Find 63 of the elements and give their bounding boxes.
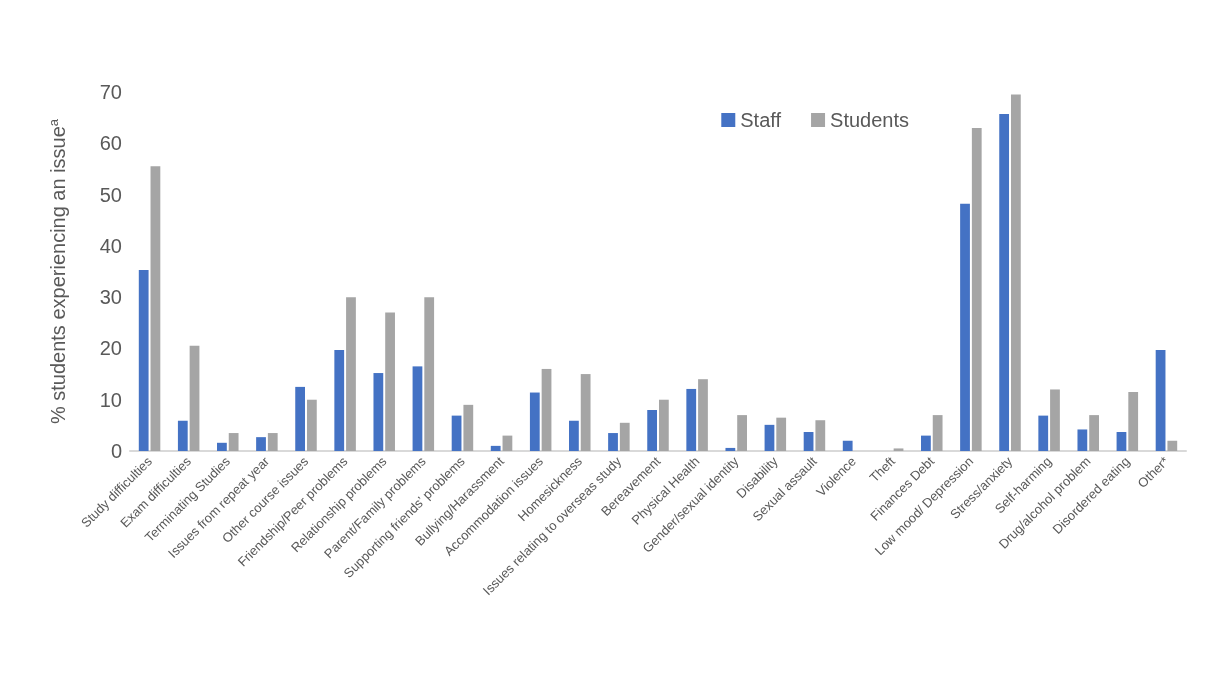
legend-label: Students xyxy=(830,109,910,131)
bar xyxy=(737,415,747,451)
y-tick-label: 10 xyxy=(99,388,122,411)
bar xyxy=(412,366,423,451)
bar xyxy=(960,203,970,451)
bar xyxy=(932,415,943,451)
bar xyxy=(764,424,775,451)
bar xyxy=(424,297,435,451)
y-axis-title: % students experiencing an issuea xyxy=(46,118,69,425)
y-tick-label: 50 xyxy=(99,183,122,206)
bar xyxy=(490,445,501,451)
bar xyxy=(463,404,474,451)
bar xyxy=(529,392,540,451)
y-tick-label: 60 xyxy=(99,132,122,155)
y-tick-label: 70 xyxy=(99,81,122,103)
bar xyxy=(1077,429,1088,451)
bar xyxy=(306,399,317,451)
bar xyxy=(776,417,787,451)
bar xyxy=(256,437,266,451)
bar xyxy=(385,312,395,451)
bar xyxy=(658,399,669,451)
bar xyxy=(1038,415,1049,451)
bar xyxy=(295,386,306,451)
bar xyxy=(228,433,239,451)
bar xyxy=(1010,94,1021,451)
bar xyxy=(569,420,579,451)
bar xyxy=(647,409,658,451)
bar xyxy=(150,166,161,451)
bar xyxy=(217,442,227,451)
bar xyxy=(842,440,853,451)
bar xyxy=(346,297,356,451)
bar xyxy=(921,435,931,451)
bar xyxy=(189,345,200,451)
bar xyxy=(815,420,826,451)
y-tick-label: 40 xyxy=(99,234,122,257)
bar xyxy=(1089,415,1099,451)
bar xyxy=(1128,392,1139,451)
bar xyxy=(451,415,462,451)
legend-label: Staff xyxy=(740,109,782,131)
bar xyxy=(541,368,552,451)
bar xyxy=(725,447,736,451)
bar xyxy=(1167,440,1178,451)
bar xyxy=(1050,389,1060,451)
bar xyxy=(999,114,1010,451)
bar xyxy=(893,448,904,451)
bar xyxy=(267,433,278,451)
bar xyxy=(580,374,591,451)
bar xyxy=(803,432,814,451)
bar xyxy=(1155,349,1166,451)
bar xyxy=(334,349,345,451)
bar xyxy=(971,127,982,451)
bar xyxy=(138,269,149,451)
bar xyxy=(502,435,513,451)
bar xyxy=(698,379,708,451)
bar xyxy=(373,373,384,451)
y-tick-label: 30 xyxy=(99,286,122,309)
bar xyxy=(686,388,697,451)
bar xyxy=(608,433,618,451)
bar xyxy=(1116,432,1127,451)
y-tick-label: 20 xyxy=(99,337,122,360)
bar xyxy=(619,422,630,451)
y-tick-label: 0 xyxy=(110,440,122,462)
bar xyxy=(177,420,188,451)
